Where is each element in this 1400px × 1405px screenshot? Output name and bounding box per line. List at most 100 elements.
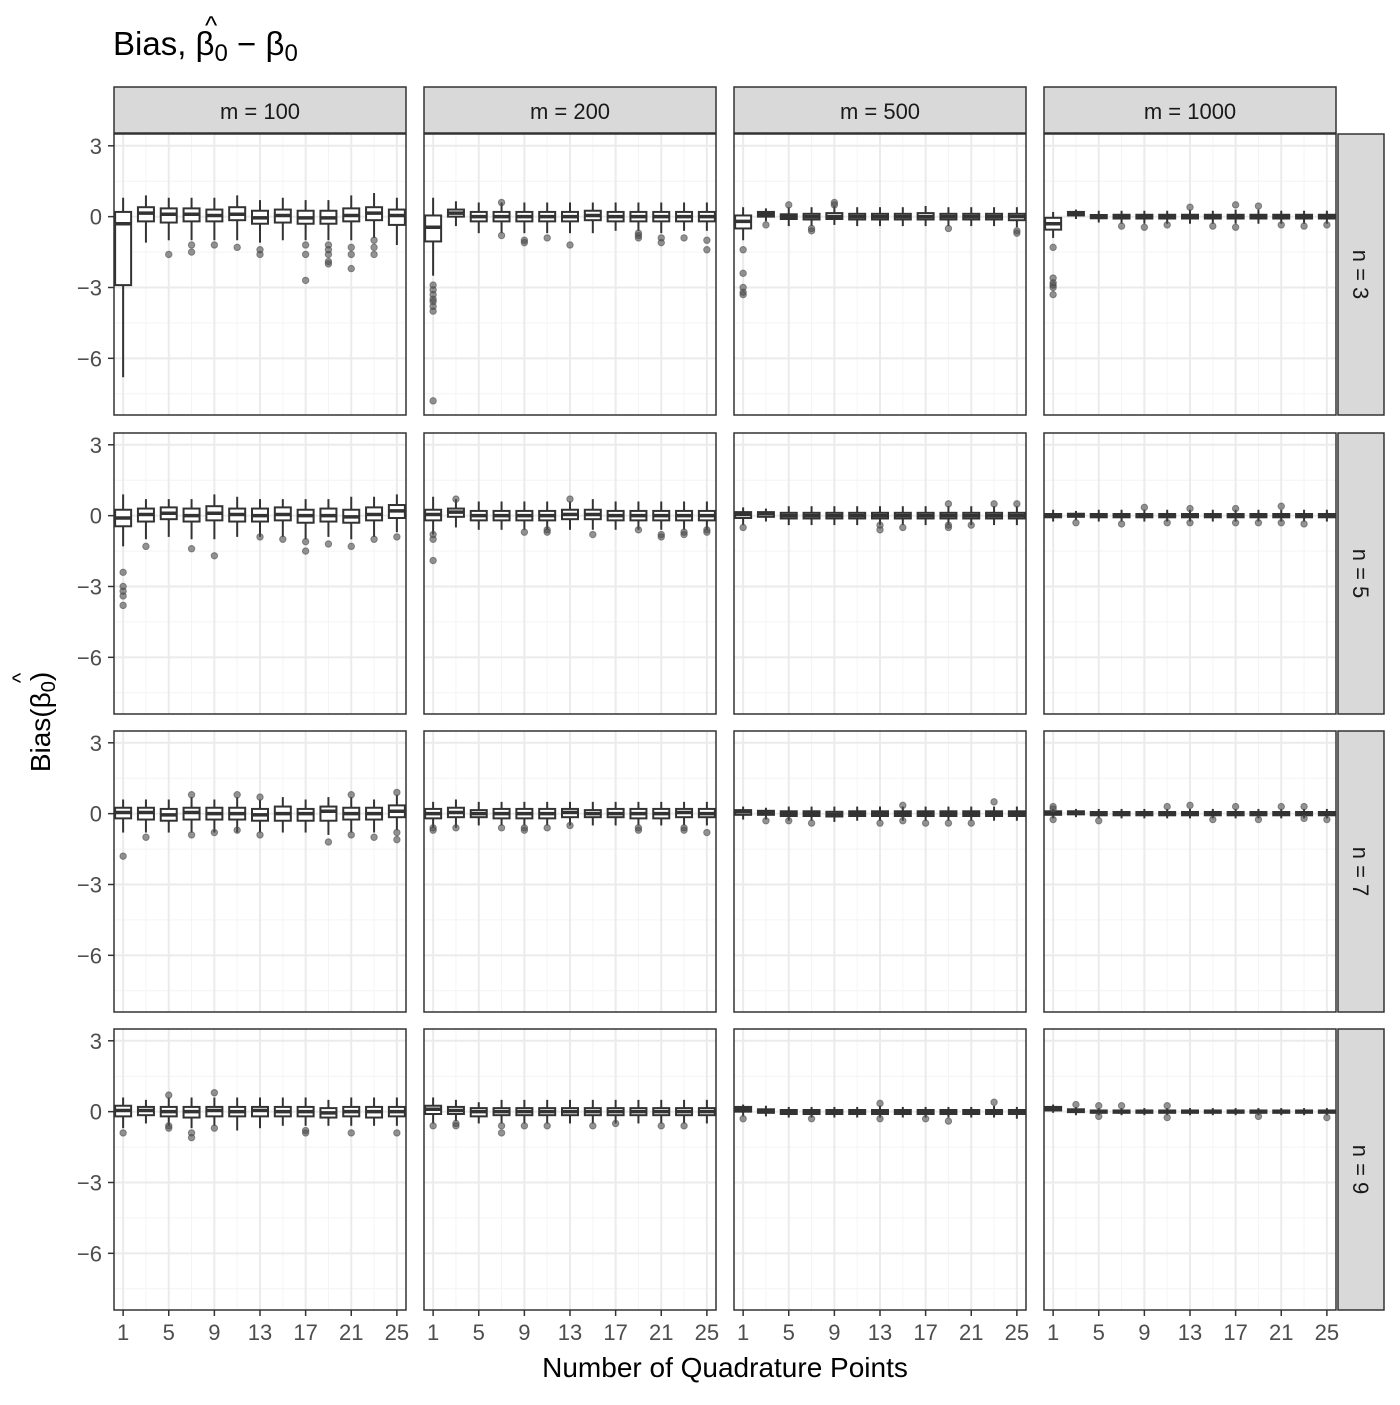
outlier-point (634, 234, 643, 242)
boxplot-box (492, 501, 511, 530)
outlier-point (233, 826, 241, 834)
outlier-point (762, 817, 770, 825)
boxplot-box (734, 207, 753, 299)
boxplot-box (515, 501, 534, 536)
outlier-point (301, 547, 310, 555)
boxplot-box (825, 198, 844, 225)
y-tick-label: 3 (90, 433, 102, 458)
facet-panel: 3 0 −3 −6 (77, 432, 407, 715)
boxplot-box (136, 499, 155, 551)
outlier-point (1072, 1100, 1080, 1109)
outlier-point (256, 793, 264, 801)
y-tick-label: −3 (77, 574, 102, 599)
boxplot-box (319, 1099, 338, 1126)
outlier-point (210, 1124, 219, 1132)
outlier-point (657, 533, 665, 541)
facet-panel: 1 5 9 13 17 21 25 (733, 1028, 1029, 1345)
boxplot-box (561, 1099, 579, 1124)
x-tick-label: 17 (1223, 1320, 1247, 1345)
boxplot-box (387, 494, 406, 541)
boxplot-box (825, 806, 844, 822)
outlier-point (1300, 222, 1308, 230)
chart-title-beta: β (196, 25, 215, 62)
boxplot-box (893, 207, 912, 227)
boxplot-box (675, 801, 694, 834)
outlier-point (429, 556, 437, 565)
outlier-point (370, 535, 378, 543)
boxplot-box (779, 506, 798, 526)
boxplot-box (1295, 210, 1314, 230)
facet-panel: 1 5 9 13 17 21 25 (423, 1028, 719, 1345)
outlier-point (1140, 503, 1149, 512)
boxplot-box (652, 501, 671, 541)
panel-border (113, 133, 407, 416)
x-tick-label: 1 (117, 1320, 129, 1345)
boxplot-box (159, 799, 178, 833)
boxplot-box (1044, 211, 1063, 299)
y-tick-label: 0 (90, 1100, 102, 1125)
boxplot-box (182, 197, 201, 256)
outlier-point (830, 198, 839, 207)
boxplot-box (606, 501, 625, 530)
outlier-point (1013, 229, 1021, 237)
boxplot-box (492, 1099, 511, 1137)
boxplot-box (365, 193, 384, 259)
y-tick-label: −3 (77, 1170, 102, 1195)
boxplot-box (319, 797, 338, 846)
boxplot-box (446, 1099, 465, 1130)
facet-strip-col-label: m = 1000 (1144, 99, 1236, 124)
boxplot-box (424, 1097, 443, 1130)
outlier-point (1072, 519, 1080, 527)
outlier-point (703, 828, 711, 837)
outlier-point (657, 238, 665, 247)
boxplot-box (802, 806, 821, 827)
boxplot-box (273, 797, 292, 833)
svg-text:Bias(β0): Bias(β0) (25, 672, 60, 772)
boxplot-box (1089, 1102, 1108, 1121)
outlier-point (899, 801, 907, 810)
outlier-point (566, 821, 574, 830)
boxplot-box (1181, 801, 1199, 819)
boxplot-box (583, 499, 602, 539)
outlier-point (347, 542, 355, 551)
outlier-point (210, 1089, 219, 1097)
boxplot-box (697, 501, 716, 536)
boxplot-box (1295, 509, 1314, 528)
boxplot-box (1007, 1106, 1026, 1119)
boxplot-box (159, 499, 178, 537)
outlier-point (785, 201, 793, 209)
outlier-point (119, 592, 127, 600)
boxplot-box (273, 499, 292, 543)
x-tick-label: 5 (473, 1320, 485, 1345)
facet-panel: 3 0 −3 −6 (77, 730, 407, 1013)
outlier-point (1231, 504, 1240, 513)
outlier-point (1300, 520, 1308, 528)
outlier-point (543, 234, 551, 242)
outlier-point (739, 290, 747, 299)
boxplot-box (424, 197, 443, 405)
outlier-point (119, 852, 127, 860)
x-tick-label: 25 (1315, 1320, 1339, 1345)
x-tick-label: 9 (208, 1320, 220, 1345)
facet-strip-row-label: n = 3 (1348, 250, 1373, 300)
boxplot-box (1226, 201, 1245, 231)
x-tick-label: 9 (518, 1320, 530, 1345)
outlier-point (762, 221, 770, 229)
outlier-point (1323, 815, 1331, 824)
boxplot-box (1089, 509, 1108, 522)
chart-title-sub-2: 0 (284, 40, 297, 67)
outlier-point (1231, 519, 1240, 527)
boxplot-box (848, 506, 867, 526)
boxplot-box (1272, 502, 1291, 527)
chart-title-sub: 0 (215, 40, 228, 67)
outlier-point (497, 1122, 506, 1130)
boxplot-box (251, 1097, 269, 1129)
facet-panel (423, 730, 717, 1013)
x-tick-label: 21 (649, 1320, 673, 1345)
outlier-point (1186, 504, 1194, 513)
outlier-point (611, 1119, 620, 1128)
y-tick-label: 3 (90, 731, 102, 756)
boxplot-box (871, 1099, 889, 1123)
outlier-point (187, 241, 196, 249)
y-tick-label: −6 (77, 645, 102, 670)
